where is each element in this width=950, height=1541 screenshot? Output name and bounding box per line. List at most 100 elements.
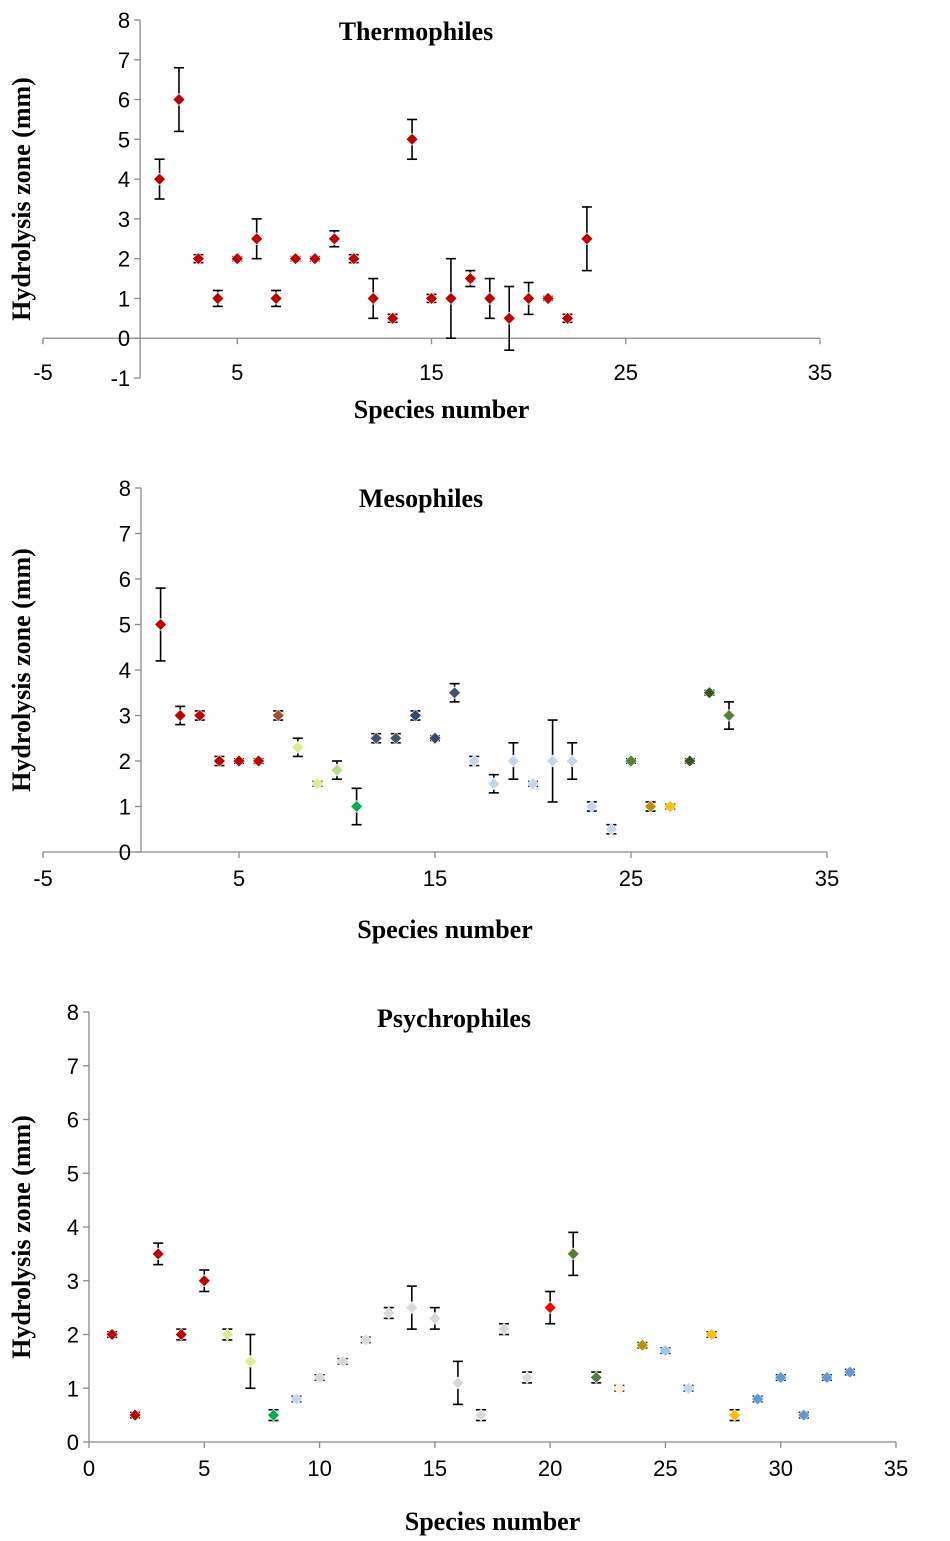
data-point bbox=[705, 1328, 718, 1341]
data-marker bbox=[151, 1247, 165, 1261]
data-point bbox=[252, 754, 266, 768]
x-axis-label: Species number bbox=[354, 395, 530, 424]
data-point bbox=[243, 1333, 257, 1390]
data-point bbox=[820, 1371, 834, 1384]
data-point bbox=[151, 1242, 165, 1266]
y-tick-label: 7 bbox=[118, 48, 130, 73]
data-marker bbox=[526, 777, 540, 791]
data-point bbox=[330, 760, 344, 781]
y-tick-label: 2 bbox=[67, 1323, 79, 1348]
data-marker bbox=[428, 731, 442, 745]
x-tick-label: 5 bbox=[231, 360, 243, 385]
data-point bbox=[541, 292, 555, 305]
x-tick-label: -5 bbox=[33, 360, 53, 385]
data-point bbox=[663, 800, 677, 813]
data-marker bbox=[635, 1338, 649, 1352]
data-point bbox=[174, 1328, 188, 1341]
data-point bbox=[751, 1392, 765, 1406]
data-point bbox=[173, 705, 187, 726]
data-marker bbox=[797, 1408, 811, 1422]
data-marker bbox=[405, 1301, 419, 1315]
data-marker bbox=[347, 252, 361, 266]
data-marker bbox=[751, 1392, 765, 1406]
data-marker bbox=[197, 1274, 211, 1288]
x-tick-label: 20 bbox=[538, 1456, 562, 1481]
data-marker bbox=[128, 1408, 142, 1422]
y-axis-label: Hydrolysis zone (mm) bbox=[7, 548, 36, 792]
data-point bbox=[290, 1392, 303, 1406]
data-marker bbox=[105, 1328, 119, 1341]
data-marker bbox=[369, 731, 383, 745]
x-tick-label: 0 bbox=[83, 1456, 95, 1481]
data-point bbox=[105, 1328, 119, 1341]
y-tick-label: 7 bbox=[67, 1054, 79, 1079]
data-point bbox=[682, 1381, 695, 1395]
data-point bbox=[408, 709, 422, 722]
data-point bbox=[310, 777, 324, 791]
data-point bbox=[728, 1408, 742, 1422]
x-tick-label: 25 bbox=[619, 866, 643, 891]
y-tick-label: 7 bbox=[119, 522, 131, 547]
y-tick-label: 8 bbox=[119, 476, 131, 501]
y-tick-label: -1 bbox=[111, 366, 131, 391]
data-marker bbox=[448, 686, 462, 700]
data-point bbox=[797, 1408, 811, 1422]
data-marker bbox=[405, 132, 419, 146]
data-marker bbox=[271, 709, 285, 722]
x-tick-label: 10 bbox=[307, 1456, 331, 1481]
data-marker bbox=[173, 709, 187, 722]
data-marker bbox=[212, 754, 226, 768]
data-point bbox=[566, 1231, 580, 1277]
chart-title: Psychrophiles bbox=[377, 1004, 531, 1033]
data-point bbox=[612, 1381, 626, 1395]
data-point bbox=[405, 118, 419, 161]
data-point bbox=[191, 252, 205, 266]
data-point bbox=[580, 206, 594, 272]
x-axis-label: Species number bbox=[357, 915, 533, 944]
data-point bbox=[336, 1354, 350, 1368]
data-marker bbox=[428, 1311, 442, 1325]
data-marker bbox=[522, 292, 536, 305]
data-point bbox=[463, 269, 477, 288]
data-marker bbox=[541, 292, 555, 305]
y-tick-label: 0 bbox=[118, 326, 130, 351]
data-point bbox=[487, 773, 501, 794]
data-marker bbox=[232, 754, 246, 768]
data-marker bbox=[243, 1354, 257, 1368]
data-marker bbox=[585, 800, 599, 813]
data-point bbox=[467, 754, 481, 768]
data-point bbox=[327, 230, 341, 248]
data-marker bbox=[722, 709, 736, 722]
y-tick-label: 5 bbox=[119, 613, 131, 638]
x-tick-label: -5 bbox=[33, 866, 53, 891]
y-axis-label: Hydrolysis zone (mm) bbox=[7, 1115, 36, 1359]
y-tick-label: 2 bbox=[118, 247, 130, 272]
y-tick-label: 3 bbox=[119, 704, 131, 729]
data-point bbox=[405, 1285, 419, 1330]
x-tick-label: 35 bbox=[808, 360, 832, 385]
data-point bbox=[624, 754, 638, 768]
data-point bbox=[291, 737, 305, 758]
chart-title: Thermophiles bbox=[339, 17, 494, 46]
data-point bbox=[220, 1328, 234, 1341]
data-point bbox=[269, 289, 283, 308]
data-marker bbox=[250, 232, 264, 246]
data-point bbox=[193, 709, 207, 722]
data-marker bbox=[154, 618, 168, 631]
data-point bbox=[230, 252, 244, 266]
data-marker bbox=[451, 1376, 465, 1390]
data-marker bbox=[624, 754, 638, 768]
chart-mesophiles: 0 1 2 3 4 5 6 7 8 -5 5 15 25 35 Mesophiles Species numb… bbox=[7, 476, 839, 944]
data-marker bbox=[604, 822, 618, 836]
data-marker bbox=[663, 800, 677, 813]
x-tick-label: 35 bbox=[815, 866, 839, 891]
data-marker bbox=[566, 1247, 580, 1261]
data-point bbox=[526, 777, 540, 791]
y-tick-label: 4 bbox=[67, 1215, 79, 1240]
y-tick-label: 4 bbox=[119, 658, 131, 683]
data-marker bbox=[425, 292, 438, 305]
y-tick-label: 0 bbox=[119, 840, 131, 865]
data-marker bbox=[350, 800, 364, 813]
data-point bbox=[154, 587, 168, 662]
data-marker bbox=[589, 1371, 603, 1384]
